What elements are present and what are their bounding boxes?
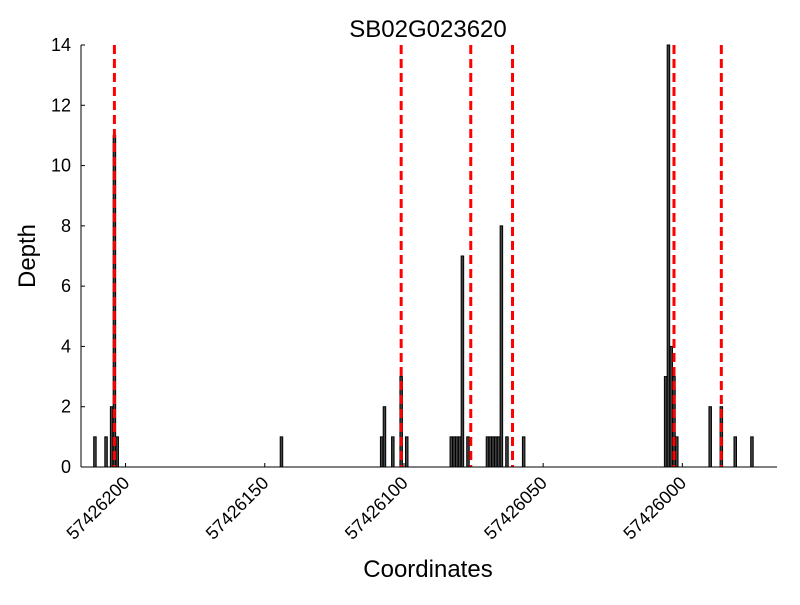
depth-bar — [466, 436, 470, 468]
depth-bar — [494, 436, 498, 468]
depth-bar — [488, 436, 493, 468]
depth-bar — [499, 225, 504, 468]
y-tick-label: 0 — [61, 457, 71, 477]
depth-bar — [104, 436, 108, 468]
depth-bar — [279, 436, 284, 468]
depth-bar — [521, 436, 526, 468]
depth-bar — [460, 255, 465, 468]
depth-bar — [663, 376, 668, 468]
chart-title: SB02G023620 — [349, 16, 506, 43]
depth-bar — [505, 436, 509, 468]
y-tick-label: 14 — [51, 35, 71, 55]
y-tick-label: 10 — [51, 156, 71, 176]
depth-bar — [669, 345, 673, 468]
marker-lines-layer — [112, 45, 723, 467]
y-tick-label: 2 — [61, 397, 71, 417]
depth-bar — [750, 436, 754, 468]
depth-bar — [404, 436, 409, 468]
depth-bar — [666, 44, 671, 468]
depth-bar — [391, 436, 395, 468]
depth-bar — [457, 436, 462, 468]
depth-bar — [733, 436, 737, 468]
depth-bar — [455, 436, 459, 468]
y-tick-label: 4 — [61, 336, 71, 356]
depth-bar — [708, 406, 712, 468]
depth-bar — [115, 436, 119, 468]
depth-bar — [109, 406, 114, 468]
depth-bar — [379, 436, 384, 468]
depth-bar — [452, 436, 456, 468]
depth-bar — [675, 436, 679, 468]
depth-bar — [496, 436, 501, 468]
depth-bar — [485, 436, 490, 468]
depth-bar — [93, 436, 97, 468]
y-axis-label: Depth — [14, 224, 41, 288]
y-tick-label: 8 — [61, 216, 71, 236]
x-axis-label: Coordinates — [363, 556, 492, 583]
y-tick-label: 6 — [61, 276, 71, 296]
depth-bar — [449, 436, 454, 468]
depth-bar — [382, 406, 387, 468]
depth-bar — [491, 436, 495, 468]
y-tick-label: 12 — [51, 95, 71, 115]
